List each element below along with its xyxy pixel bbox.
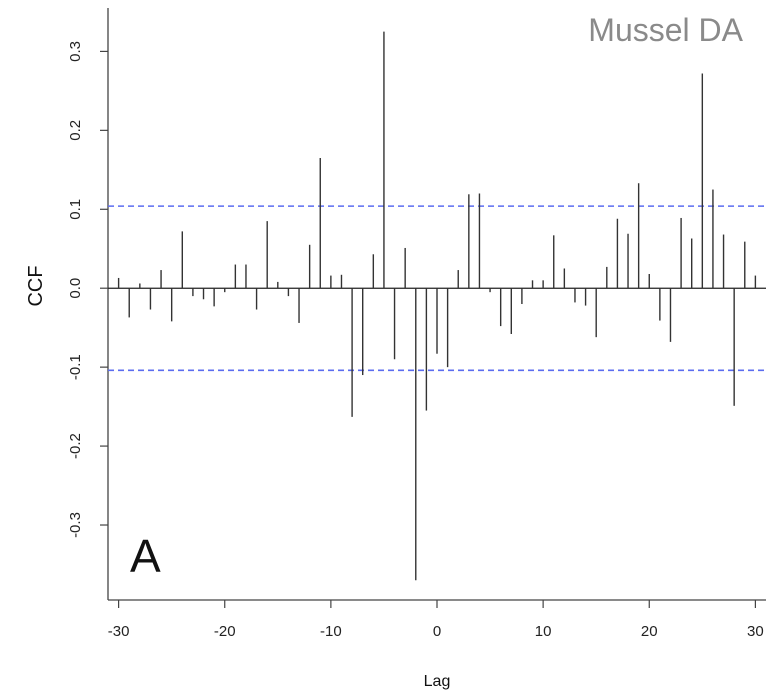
x-tick-label: 20 (641, 623, 658, 640)
y-tick-label: 0.2 (67, 120, 84, 141)
y-axis-title: CCF (25, 265, 47, 306)
chart-title: Mussel DA (588, 12, 743, 48)
y-tick-label: -0.3 (67, 512, 84, 538)
ccf-bars (117, 31, 757, 581)
x-tick-label: 0 (433, 623, 441, 640)
x-tick-label: -10 (320, 623, 342, 640)
y-axis-ticks: -0.3 -0.2 -0.1 0.0 0.1 0.2 0.3 (67, 41, 108, 538)
panel-label: A (130, 530, 161, 582)
x-tick-label: 30 (747, 623, 764, 640)
x-tick-label: -20 (214, 623, 236, 640)
y-tick-label: -0.1 (67, 354, 84, 380)
y-tick-label: -0.2 (67, 433, 84, 459)
y-tick-label: 0.0 (67, 278, 84, 299)
x-axis-ticks: -30 -20 -10 0 10 20 30 (108, 600, 764, 640)
y-tick-label: 0.1 (67, 199, 84, 220)
x-tick-label: 10 (535, 623, 552, 640)
y-tick-label: 0.3 (67, 41, 84, 62)
x-axis-title: Lag (424, 673, 451, 690)
plot-frame (107, 8, 766, 601)
x-tick-label: -30 (108, 623, 130, 640)
